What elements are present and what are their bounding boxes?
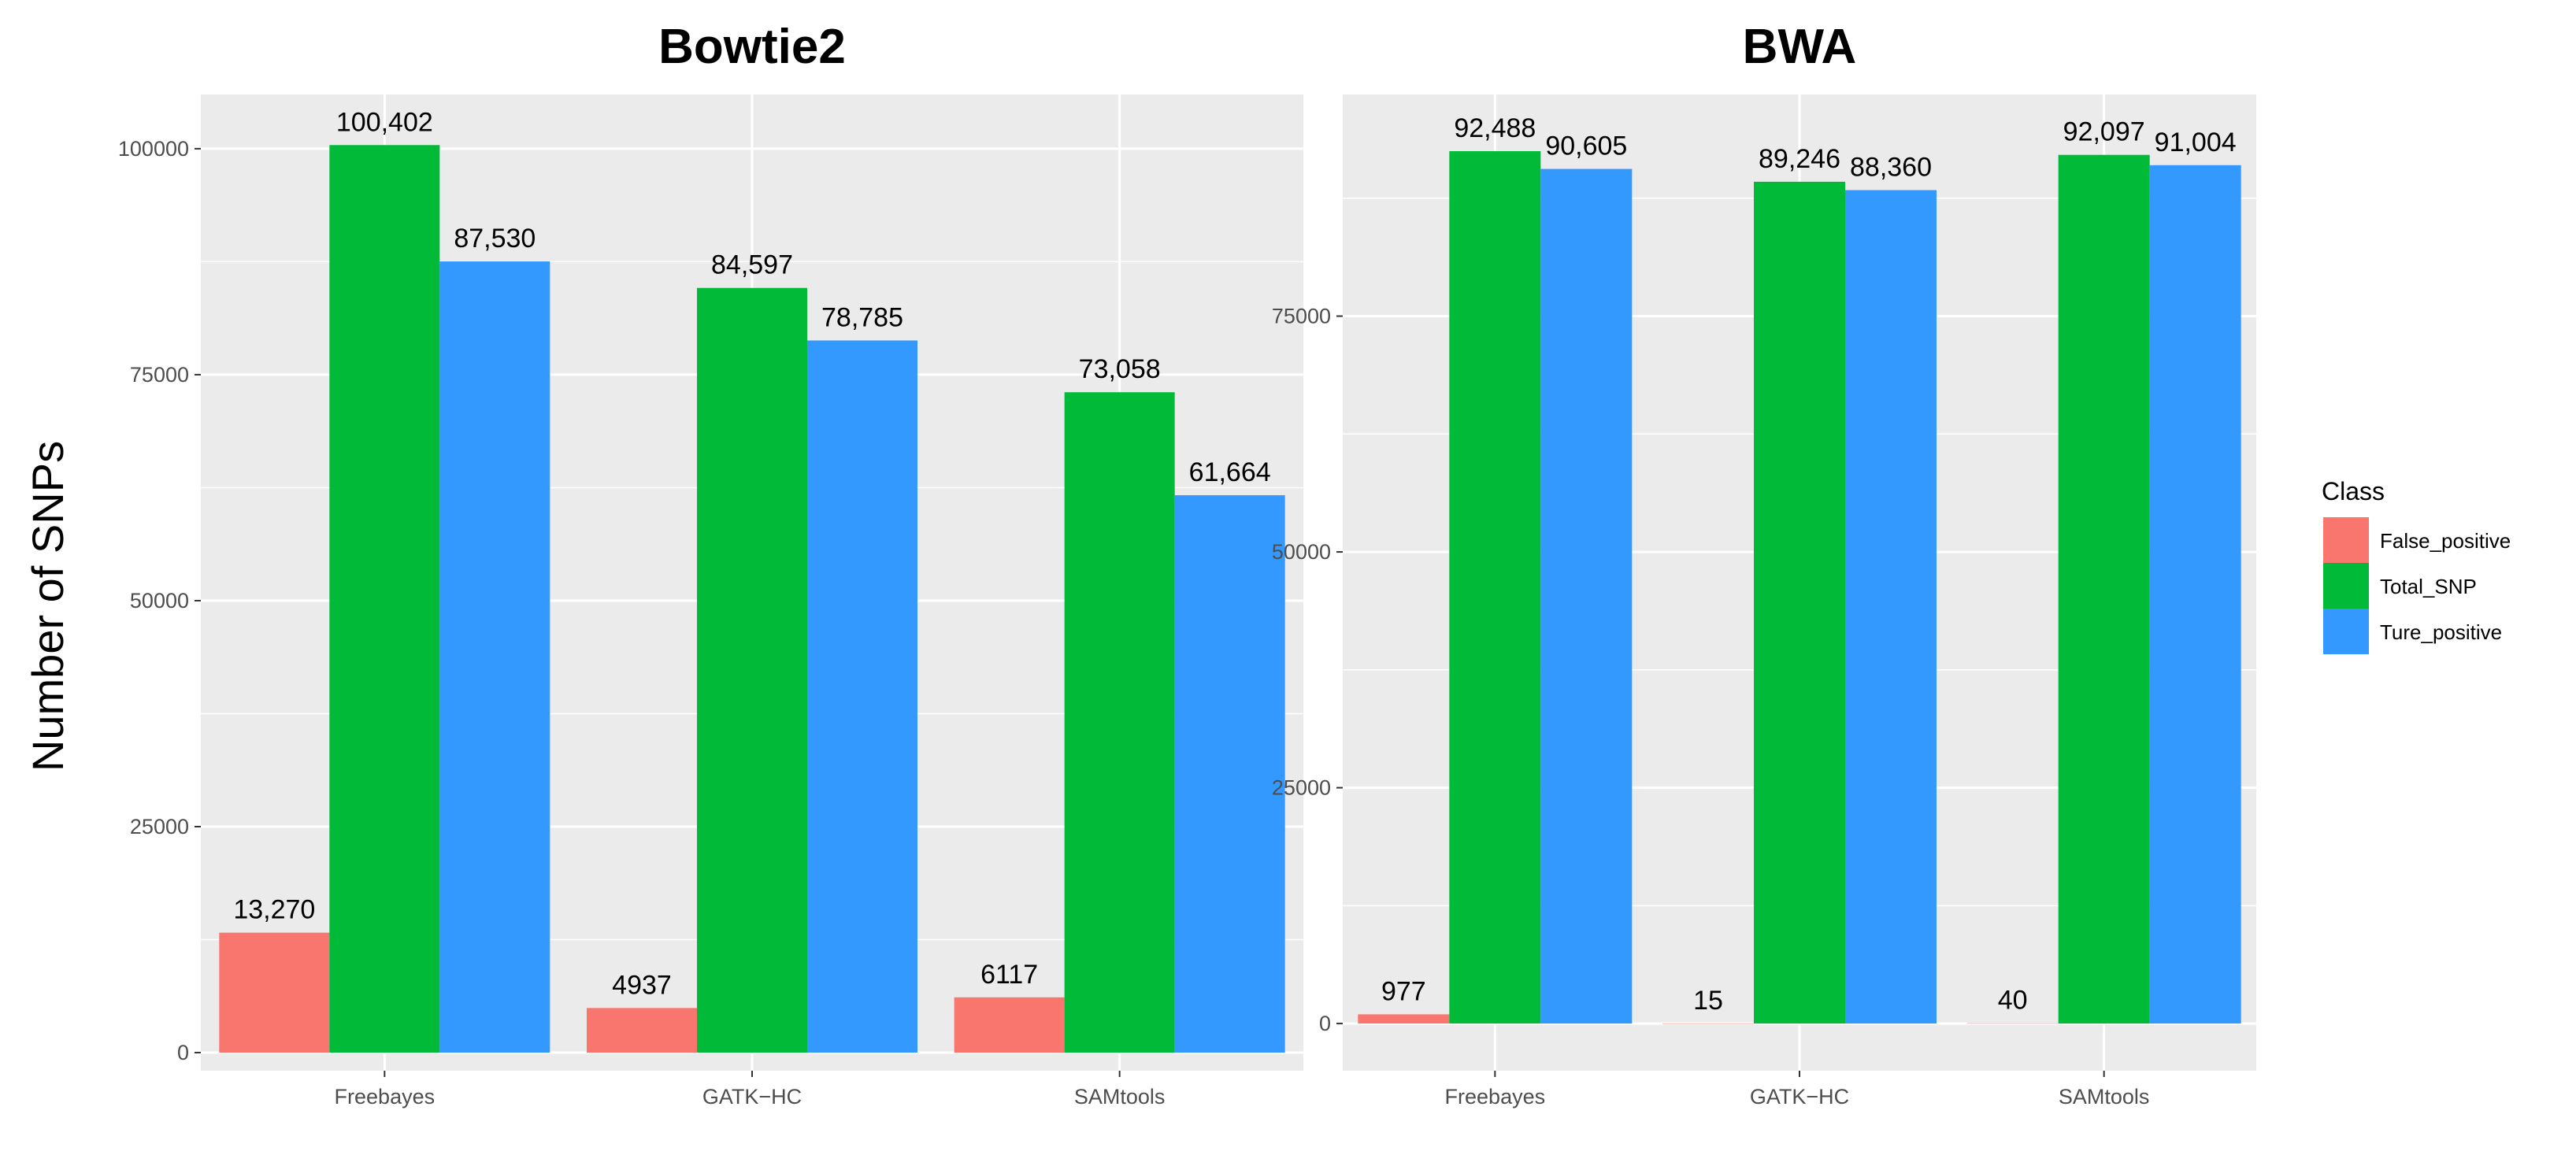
bar-bwa-samtools-ture-positive [2149, 165, 2241, 1024]
y-tick-label: 100000 [118, 137, 189, 161]
data-label-bowtie2-samtools-false-positive: 6117 [980, 960, 1038, 990]
data-label-bowtie2-samtools-total-snp: 73,058 [1079, 354, 1161, 384]
bar-bowtie2-freebayes-false-positive [219, 932, 330, 1053]
data-label-bowtie2-gatk-hc-ture-positive: 78,785 [821, 302, 903, 332]
y-tick-label: 25000 [130, 815, 189, 838]
y-tick-label: 50000 [130, 589, 189, 613]
bar-bwa-freebayes-ture-positive [1540, 168, 1633, 1024]
bar-bowtie2-gatk-hc-false-positive [587, 1008, 697, 1053]
bar-bowtie2-gatk-hc-ture-positive [807, 340, 917, 1053]
data-label-bowtie2-gatk-hc-total-snp: 84,597 [711, 250, 793, 280]
data-label-bwa-gatk-hc-total-snp: 89,246 [1759, 144, 1840, 174]
bar-bwa-gatk-hc-false-positive [1662, 1023, 1754, 1024]
bar-bwa-gatk-hc-total-snp [1754, 181, 1845, 1024]
bar-bwa-samtools-total-snp [2058, 154, 2150, 1024]
data-label-bwa-freebayes-total-snp: 92,488 [1454, 113, 1536, 143]
data-label-bwa-freebayes-ture-positive: 90,605 [1545, 131, 1627, 161]
legend-swatch-total-snp [2323, 563, 2369, 609]
bar-bwa-samtools-false-positive [1966, 1023, 2059, 1024]
data-label-bowtie2-gatk-hc-false-positive: 4937 [612, 970, 672, 1000]
y-tick-label: 0 [177, 1041, 189, 1064]
panel-bwa: BWA 0 25000 50000 75000 Freebayes GATK−HC SAMt… [1272, 20, 2256, 1108]
data-label-bwa-gatk-hc-false-positive: 15 [1693, 986, 1723, 1016]
y-tick-label: 0 [1319, 1012, 1331, 1035]
x-tick-label-samtools: SAMtools [2059, 1085, 2150, 1108]
data-label-bowtie2-freebayes-ture-positive: 87,530 [454, 224, 536, 254]
legend: Class False_positive Total_SNP Ture_posi… [2322, 477, 2511, 654]
data-label-bowtie2-freebayes-total-snp: 100,402 [336, 107, 433, 137]
bar-bwa-freebayes-false-positive [1358, 1014, 1450, 1024]
bar-bwa-freebayes-total-snp [1449, 151, 1541, 1024]
data-label-bwa-samtools-total-snp: 92,097 [2063, 117, 2145, 147]
y-tick-label: 75000 [130, 363, 189, 387]
panel-bowtie2: Bowtie2 0 25000 50000 75000 100000 Freebayes G… [118, 20, 1303, 1108]
legend-label-ture-positive: Ture_positive [2380, 620, 2502, 644]
panel-title-bwa: BWA [1743, 20, 1857, 74]
data-label-bowtie2-freebayes-false-positive: 13,270 [233, 895, 315, 925]
x-tick-label-freebayes: Freebayes [1445, 1085, 1546, 1108]
data-label-bwa-samtools-ture-positive: 91,004 [2155, 128, 2237, 157]
bar-bowtie2-samtools-false-positive [954, 997, 1065, 1053]
legend-label-total-snp: Total_SNP [2380, 575, 2477, 598]
y-tick-label: 50000 [1272, 540, 1331, 564]
data-label-bwa-gatk-hc-ture-positive: 88,360 [1850, 152, 1932, 182]
bar-bowtie2-freebayes-total-snp [329, 145, 440, 1053]
legend-swatch-false-positive [2323, 517, 2369, 563]
x-tick-label-samtools: SAMtools [1074, 1085, 1166, 1108]
x-tick-label-gatk-hc: GATK−HC [1750, 1085, 1849, 1108]
legend-title: Class [2322, 477, 2385, 505]
bar-bowtie2-samtools-total-snp [1064, 392, 1175, 1053]
data-label-bowtie2-samtools-ture-positive: 61,664 [1189, 457, 1271, 487]
panel-title-bowtie2: Bowtie2 [658, 20, 846, 74]
legend-swatch-ture-positive [2323, 609, 2369, 654]
x-tick-label-gatk-hc: GATK−HC [702, 1085, 802, 1108]
bar-bowtie2-gatk-hc-total-snp [697, 287, 807, 1053]
y-tick-label: 25000 [1272, 776, 1331, 800]
bar-bowtie2-samtools-ture-positive [1174, 495, 1285, 1053]
data-label-bwa-freebayes-false-positive: 977 [1381, 976, 1426, 1006]
y-tick-label: 75000 [1272, 305, 1331, 328]
y-axis-label: Number of SNPs [23, 441, 72, 772]
data-label-bwa-samtools-false-positive: 40 [1998, 986, 2028, 1016]
bar-bowtie2-freebayes-ture-positive [439, 261, 550, 1053]
bar-bwa-gatk-hc-ture-positive [1845, 190, 1937, 1024]
legend-label-false-positive: False_positive [2380, 529, 2511, 553]
x-tick-label-freebayes: Freebayes [335, 1085, 436, 1108]
